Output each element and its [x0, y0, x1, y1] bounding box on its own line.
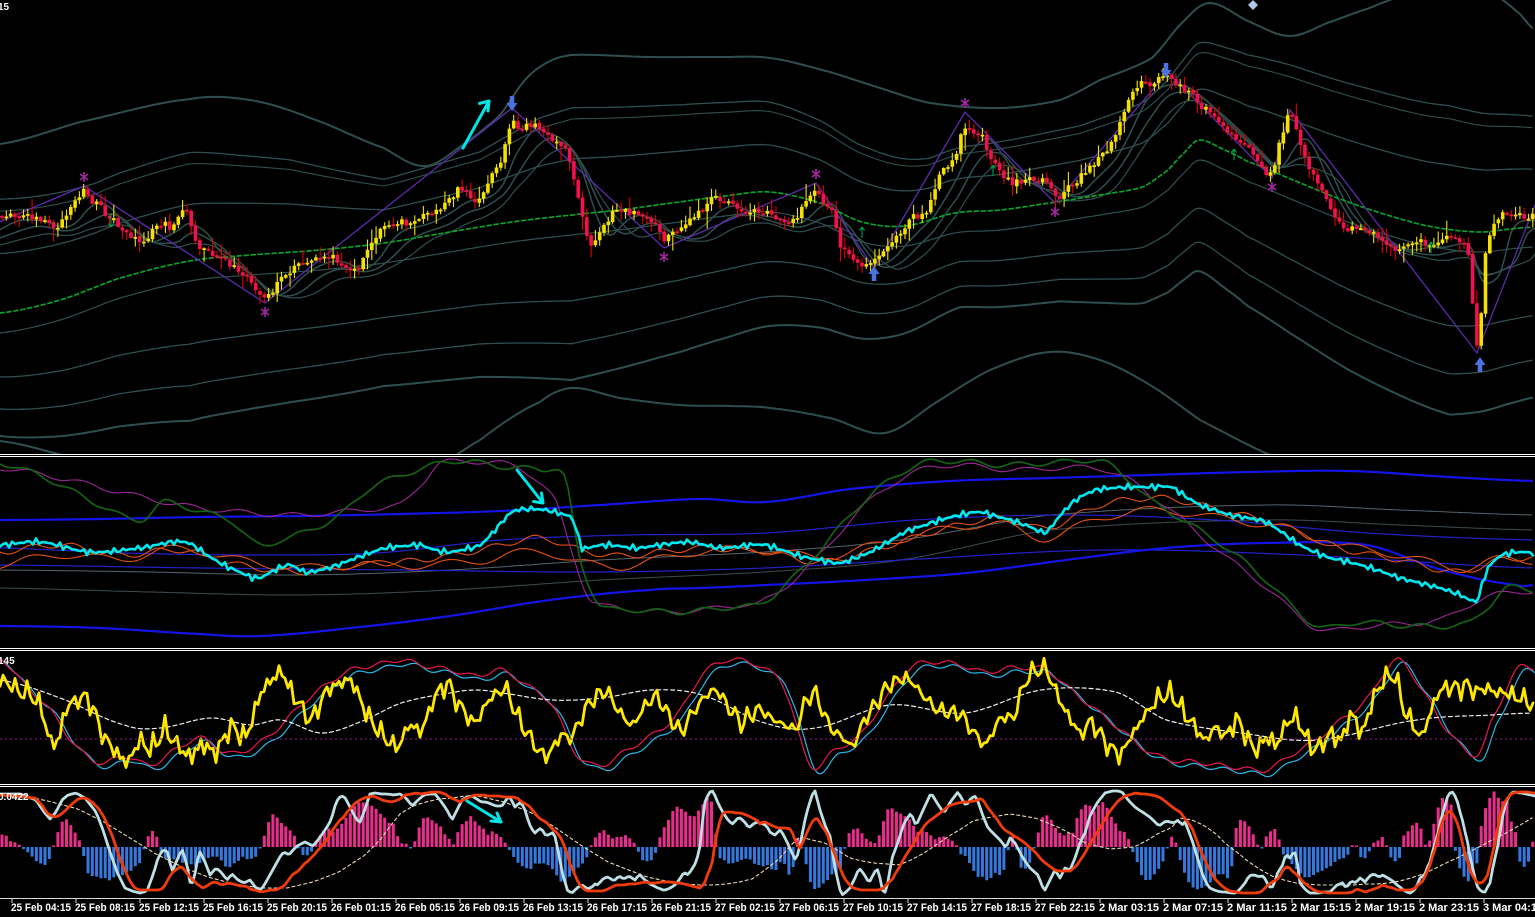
svg-text:27 Feb 02:15: 27 Feb 02:15	[715, 902, 775, 914]
svg-text:0.0422: 0.0422	[0, 792, 29, 803]
svg-text:25 Feb 20:15: 25 Feb 20:15	[267, 902, 327, 914]
svg-text:25 Feb 08:15: 25 Feb 08:15	[75, 902, 135, 914]
svg-text:3 Mar 04:15: 3 Mar 04:15	[1483, 902, 1535, 914]
svg-text:26 Feb 21:15: 26 Feb 21:15	[651, 902, 711, 914]
svg-text:27 Feb 06:15: 27 Feb 06:15	[779, 902, 839, 914]
svg-text:15: 15	[0, 2, 10, 13]
svg-text:27 Feb 10:15: 27 Feb 10:15	[843, 902, 903, 914]
svg-text:2 Mar 19:15: 2 Mar 19:15	[1355, 902, 1415, 914]
svg-text:25 Feb 04:15: 25 Feb 04:15	[11, 902, 71, 914]
svg-text:26 Feb 01:15: 26 Feb 01:15	[331, 902, 391, 914]
svg-text:26 Feb 17:15: 26 Feb 17:15	[587, 902, 647, 914]
svg-text:2 Mar 03:15: 2 Mar 03:15	[1099, 902, 1159, 914]
svg-text:26 Feb 09:15: 26 Feb 09:15	[459, 902, 519, 914]
svg-text:27 Feb 18:15: 27 Feb 18:15	[971, 902, 1031, 914]
svg-text:2 Mar 11:15: 2 Mar 11:15	[1227, 902, 1287, 914]
svg-text:27 Feb 14:15: 27 Feb 14:15	[907, 902, 967, 914]
svg-text:2 Mar 23:15: 2 Mar 23:15	[1419, 902, 1479, 914]
svg-text:25 Feb 16:15: 25 Feb 16:15	[203, 902, 263, 914]
svg-text:145: 145	[0, 656, 15, 667]
svg-text:27 Feb 22:15: 27 Feb 22:15	[1035, 902, 1095, 914]
svg-text:2 Mar 07:15: 2 Mar 07:15	[1163, 902, 1223, 914]
svg-text:26 Feb 13:15: 26 Feb 13:15	[523, 902, 583, 914]
svg-text:25 Feb 12:15: 25 Feb 12:15	[139, 902, 199, 914]
svg-text:2 Mar 15:15: 2 Mar 15:15	[1291, 902, 1351, 914]
svg-text:26 Feb 05:15: 26 Feb 05:15	[395, 902, 455, 914]
